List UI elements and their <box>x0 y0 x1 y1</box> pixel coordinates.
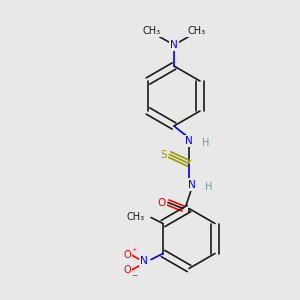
Text: O: O <box>123 250 131 260</box>
Text: S: S <box>160 149 167 160</box>
Text: N: N <box>185 136 193 146</box>
Text: N: N <box>188 179 196 190</box>
Text: H: H <box>202 137 209 148</box>
Text: −: − <box>131 271 137 280</box>
Text: N: N <box>170 40 178 50</box>
Text: H: H <box>205 182 212 193</box>
Text: +: + <box>131 247 136 252</box>
Text: CH₃: CH₃ <box>127 212 145 223</box>
Text: O: O <box>123 265 131 275</box>
Text: CH₃: CH₃ <box>188 26 206 37</box>
Text: CH₃: CH₃ <box>142 26 160 37</box>
Text: O: O <box>158 197 166 208</box>
Text: N: N <box>140 256 147 266</box>
